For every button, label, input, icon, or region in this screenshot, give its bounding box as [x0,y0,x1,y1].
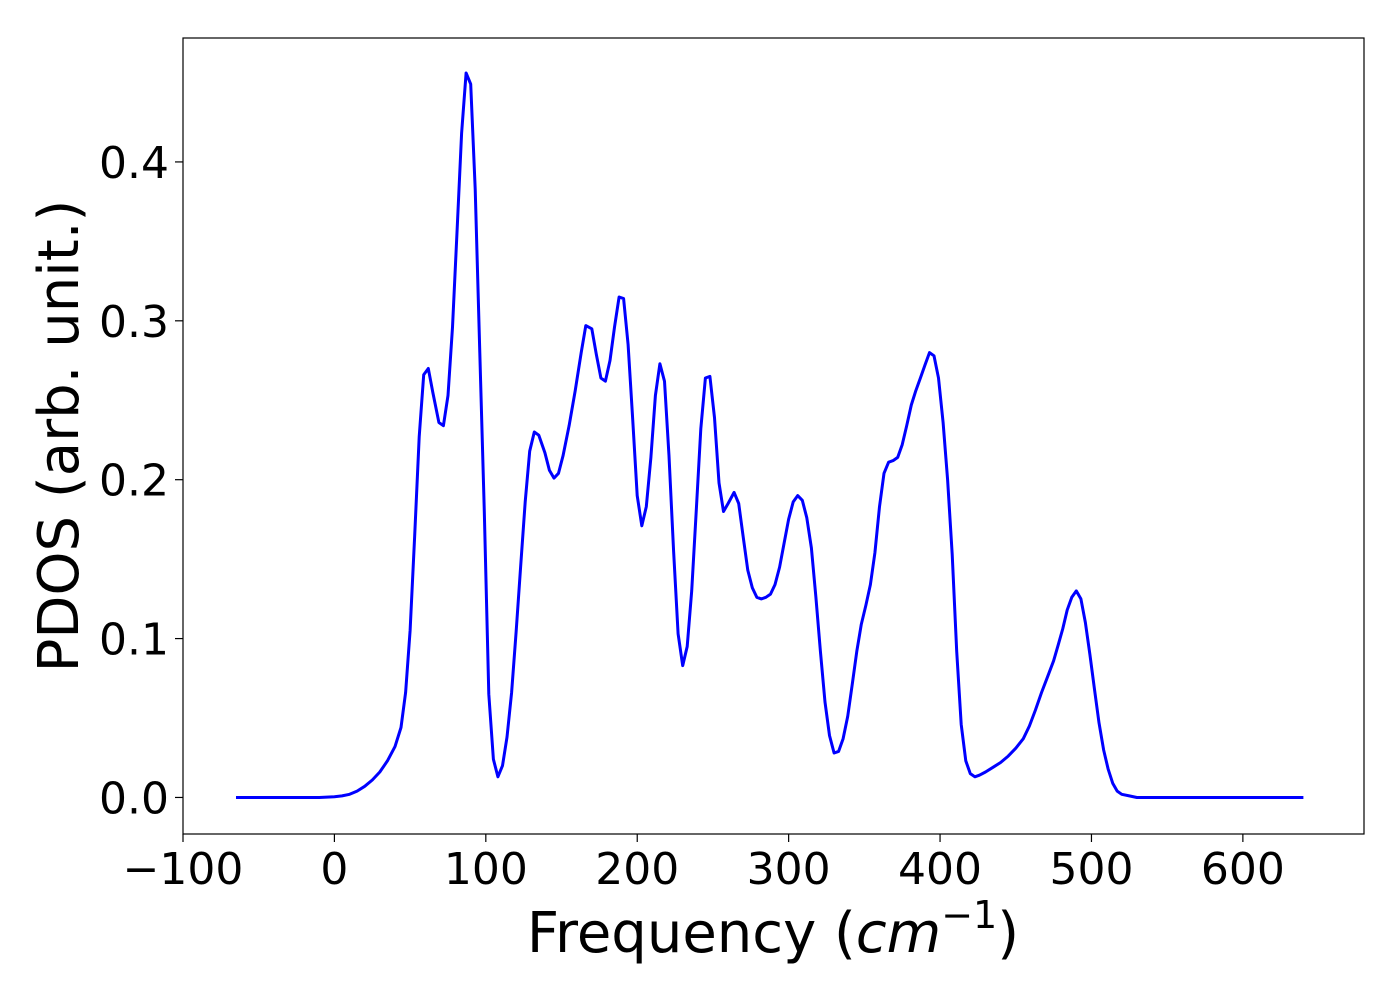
x-tick-label: 400 [898,844,982,895]
x-tick-label: 600 [1201,844,1285,895]
plot-frame [182,37,1365,835]
x-tick-label: 200 [595,844,679,895]
plot-area [236,71,1304,799]
x-axis-label-unit: cm [856,901,941,966]
x-axis-label: Frequency (cm−1) [527,893,1019,966]
x-tick-label: −100 [123,844,244,895]
y-axis-ticks: 0.0 0.1 0.2 0.3 0.4 [99,138,183,824]
y-tick-label: 0.4 [99,138,169,189]
x-tick-label: 0 [320,844,348,895]
x-tick-label: 100 [444,844,528,895]
y-axis-label: PDOS (arb. unit.) [27,200,92,673]
x-axis-label-exponent: −1 [941,893,997,937]
x-tick-label: 300 [747,844,831,895]
y-tick-label: 0.3 [99,297,169,348]
pdos-series-line [236,71,1304,799]
y-tick-label: 0.1 [99,615,169,666]
y-tick-label: 0.2 [99,456,169,507]
y-tick-label: 0.0 [99,773,169,824]
x-axis-ticks: −100 0 100 200 300 400 500 600 [123,834,1285,895]
x-tick-label: 500 [1049,844,1133,895]
